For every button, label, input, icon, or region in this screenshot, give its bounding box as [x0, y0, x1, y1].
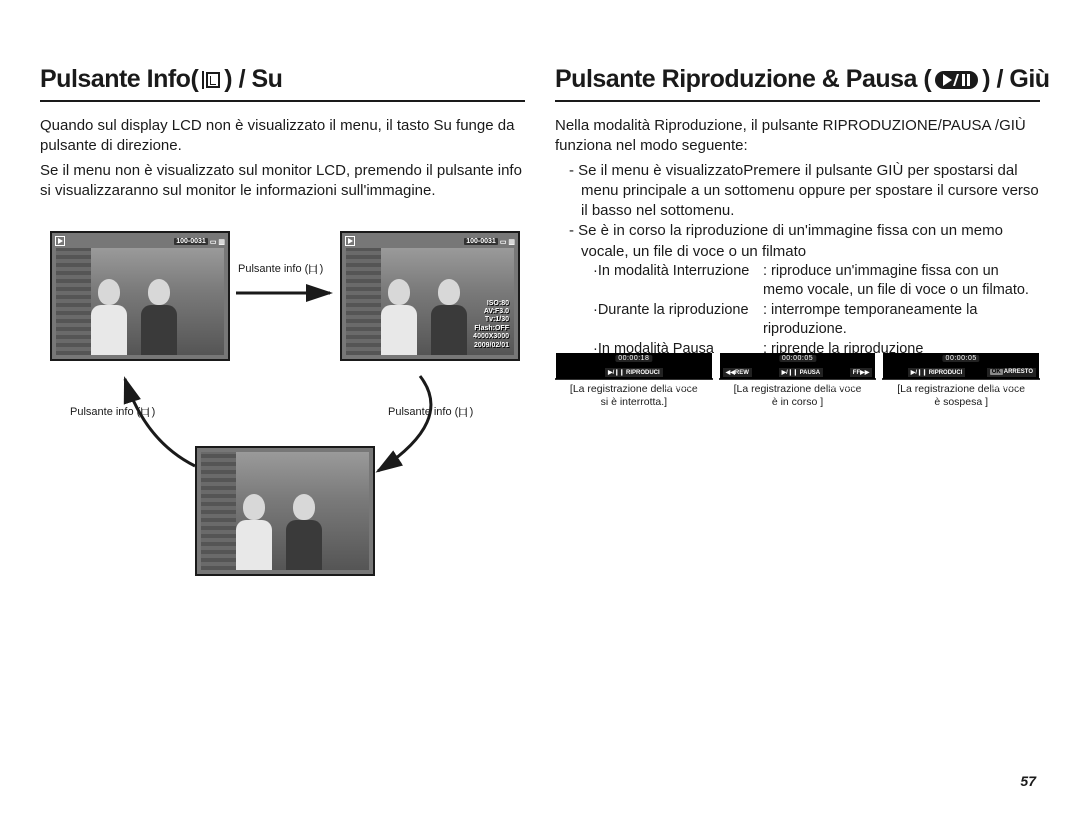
right-bullet2: - Se è in corso la riproduzione di un'im…: [555, 221, 1040, 262]
play-pause-icon: [935, 71, 978, 89]
rew-control: ◀◀REW: [723, 368, 752, 377]
right-title-suffix: ) / Giù: [982, 65, 1049, 94]
ff-control: FF▶▶: [850, 368, 873, 377]
page-columns: Pulsante Info( ) / Su Quando sul display…: [40, 65, 1040, 601]
right-column: Pulsante Riproduzione & Pausa ( ) / Giù …: [555, 65, 1040, 601]
left-title-suffix: ) / Su: [224, 65, 282, 94]
mode-row-2: ·Durante la riproduzione : interrompe te…: [555, 301, 1040, 340]
right-title-prefix: Pulsante Riproduzione & Pausa (: [555, 65, 931, 94]
info-icon: [202, 71, 220, 89]
voice-shot-paused: ▶ 100-0010 ▭ ▥ 00:00:05: [882, 378, 1040, 380]
left-column: Pulsante Info( ) / Su Quando sul display…: [40, 65, 525, 601]
left-title: Pulsante Info( ) / Su: [40, 65, 525, 102]
thumb-counter: 100-0031: [174, 238, 208, 245]
pause-control: ▶/❙❙ PAUSA: [779, 368, 824, 377]
right-title: Pulsante Riproduzione & Pausa ( ) / Giù: [555, 65, 1040, 102]
thumb-meta: ISO:80 AV:F3.0 Tv:1/30 Flash:OFF 4000X30…: [473, 300, 509, 350]
right-bullet1: - Se il menu è visualizzatoPremere il pu…: [555, 161, 1040, 222]
right-para1: Nella modalità Riproduzione, il pulsante…: [555, 116, 1040, 157]
caption-left: Pulsante info (|□| ): [70, 406, 155, 418]
mode-row-1: ·In modalità Interruzione : riproduce un…: [555, 262, 1040, 301]
info-diagram: 100-0031 ▭ ▥ 100-0031 ▭ ▥: [40, 221, 525, 601]
arrow-down-right: [360, 371, 480, 481]
stop-control: OK ARRESTO: [987, 368, 1036, 377]
thumb-clean: [195, 446, 375, 576]
caption-bottom-right: Pulsante info (|□| ): [388, 406, 473, 418]
left-para2: Se il menu non è visualizzato sul monito…: [40, 161, 525, 202]
caption-right: Pulsante info (|□| ): [238, 263, 323, 275]
play-control: ▶/❙❙ RIPRODUCI: [908, 368, 966, 377]
thumb-with-meta: 100-0031 ▭ ▥ ISO:80 AV:F3.0 Tv:1/30 Flas…: [340, 231, 520, 361]
play-icon: [55, 236, 65, 246]
thumb-full-info: 100-0031 ▭ ▥: [50, 231, 230, 361]
left-title-prefix: Pulsante Info(: [40, 65, 198, 94]
voice-shot-playing: ▶ 100-0010 ▭ ▥ 00:00:05: [719, 378, 877, 380]
arrow-right: [230, 281, 340, 305]
left-para1: Quando sul display LCD non è visualizzat…: [40, 116, 525, 157]
play-control: ▶/❙❙ RIPRODUCI: [605, 368, 663, 377]
voice-timer: 00:00:18: [615, 355, 652, 362]
voice-shot-stopped: ▶ 100-0010 ▭ ▥ 00:00:18: [555, 378, 713, 380]
page-number: 57: [1020, 773, 1036, 789]
voice-screenshots: ▶ 100-0010 ▭ ▥ 00:00:18: [555, 378, 1040, 409]
